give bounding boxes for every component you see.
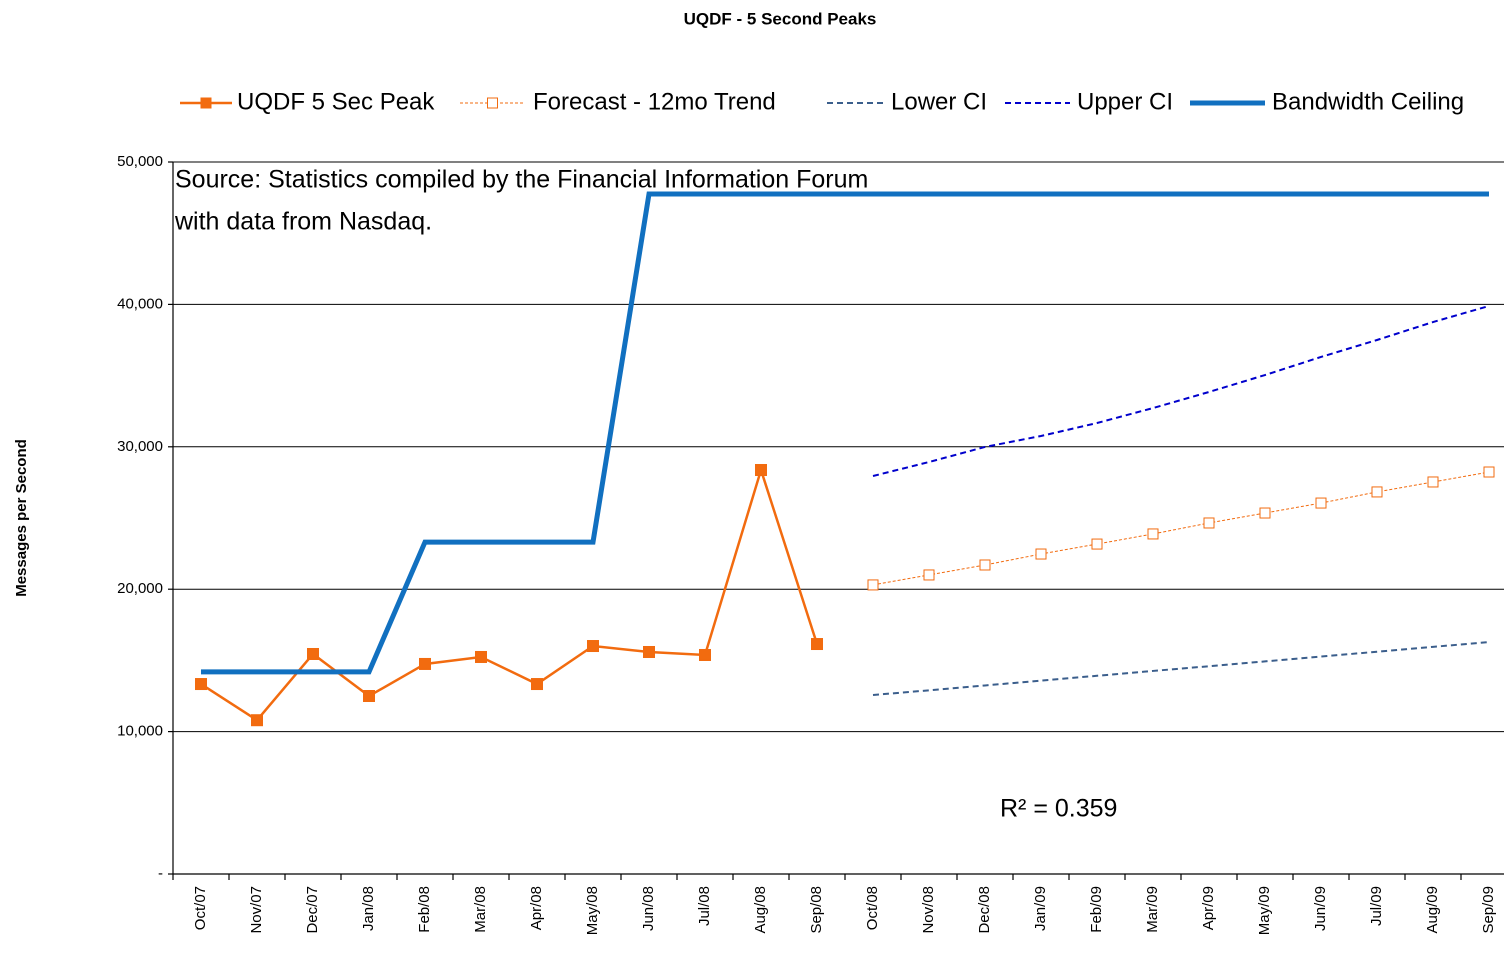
x-tick-label: Mar/09	[1144, 886, 1161, 933]
marker	[1259, 507, 1271, 519]
y-tick-label: 50,000	[117, 153, 163, 170]
marker	[1371, 486, 1383, 498]
marker	[1427, 476, 1439, 488]
x-tick-label: Nov/07	[248, 886, 265, 934]
marker	[195, 678, 207, 691]
series-line	[872, 305, 1490, 477]
legend-label: Lower CI	[891, 88, 987, 115]
x-tick-label: Sep/09	[1480, 886, 1497, 934]
x-tick-label: Jan/08	[360, 886, 377, 931]
x-tick-label: Feb/08	[416, 886, 433, 933]
y-tick-label: -	[158, 865, 163, 882]
chart-title: UQDF - 5 Second Peaks	[684, 9, 877, 28]
marker	[1483, 466, 1495, 478]
y-axis-label: Messages per Second	[13, 439, 30, 597]
marker	[643, 645, 655, 658]
marker	[251, 714, 263, 727]
marker	[699, 648, 711, 661]
legend-label: Upper CI	[1077, 88, 1173, 115]
marker	[1035, 548, 1047, 560]
annotation: R² = 0.359	[1000, 795, 1117, 823]
marker	[587, 640, 599, 653]
x-tick-label: Jul/09	[1368, 886, 1385, 926]
y-tick-label: 30,000	[117, 438, 163, 455]
x-tick-label: Mar/08	[472, 886, 489, 933]
x-tick-label: May/08	[584, 886, 601, 935]
x-tick-label: Aug/08	[752, 886, 769, 934]
x-tick-label: May/09	[1256, 886, 1273, 935]
x-tick-label: Jul/08	[696, 886, 713, 926]
marker	[1147, 528, 1159, 540]
x-tick-label: Jun/09	[1312, 886, 1329, 931]
x-tick-label: Apr/08	[528, 886, 545, 930]
x-tick-label: Sep/08	[808, 886, 825, 934]
marker	[1091, 538, 1103, 550]
annotation: Source: Statistics compiled by the Finan…	[175, 166, 868, 194]
x-tick-label: Oct/07	[192, 886, 209, 930]
marker	[363, 690, 375, 702]
x-tick-label: Apr/09	[1200, 886, 1217, 930]
y-tick-label: 40,000	[117, 295, 163, 312]
legend-label: Bandwidth Ceiling	[1272, 88, 1464, 115]
x-tick-label: Feb/09	[1088, 886, 1105, 933]
series-line	[201, 191, 1489, 675]
series-line	[872, 641, 1490, 696]
legend-marker	[487, 97, 498, 109]
x-tick-label: Jun/08	[640, 886, 657, 931]
marker	[755, 464, 767, 477]
x-tick-label: Dec/08	[976, 886, 993, 934]
y-tick-label: 10,000	[117, 723, 163, 740]
legend-label: UQDF 5 Sec Peak	[237, 88, 435, 115]
y-tick-label: 20,000	[117, 580, 163, 597]
legend-label: Forecast - 12mo Trend	[533, 88, 776, 115]
marker	[531, 678, 543, 691]
marker	[307, 647, 319, 660]
series-line	[200, 465, 819, 722]
x-tick-label: Jan/09	[1032, 886, 1049, 931]
x-tick-label: Nov/08	[920, 886, 937, 934]
marker	[419, 657, 431, 670]
legend-marker	[200, 97, 212, 109]
x-tick-label: Oct/08	[864, 886, 881, 930]
annotation: with data from Nasdaq.	[174, 208, 432, 236]
marker	[475, 650, 487, 663]
marker	[1203, 517, 1215, 529]
x-tick-label: Dec/07	[304, 886, 321, 934]
x-tick-label: Aug/09	[1424, 886, 1441, 934]
marker	[979, 559, 991, 571]
marker	[923, 569, 935, 581]
marker	[811, 638, 823, 651]
series-line	[872, 471, 1490, 586]
marker	[867, 579, 879, 591]
marker	[1315, 497, 1327, 509]
